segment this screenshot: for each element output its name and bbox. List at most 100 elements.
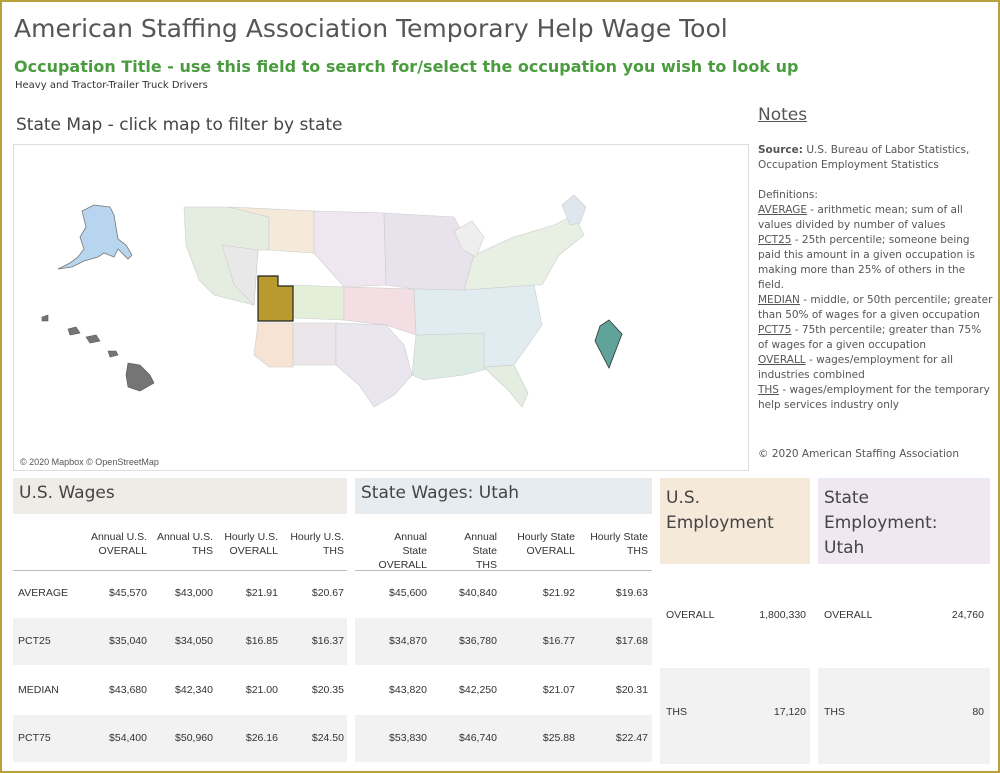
table-cell: $35,040	[109, 635, 147, 647]
state-map[interactable]: © 2020 Mapbox © OpenStreetMap	[13, 144, 749, 471]
table-row[interactable]: THS 17,120	[660, 668, 810, 764]
table-cell: $20.35	[311, 684, 344, 696]
us-states-plains[interactable]	[313, 210, 387, 288]
table-cell: $34,050	[175, 635, 213, 647]
table-cell: $16.77	[542, 635, 575, 647]
occupation-filter-value[interactable]: Heavy and Tractor-Trailer Truck Drivers	[15, 80, 208, 91]
us-wages-column-headers: Annual U.S. OVERALL Annual U.S. THS Hourly…	[13, 530, 347, 571]
definition-item: THS - wages/employment for the temporary…	[758, 383, 994, 413]
table-cell: $21.92	[542, 587, 575, 599]
table-cell: $16.85	[245, 635, 278, 647]
us-states-southeast[interactable]	[413, 284, 543, 368]
table-cell: $45,570	[109, 587, 147, 599]
definition-text: - 25th percentile; someone being paid th…	[758, 234, 975, 291]
definition-term: AVERAGE	[758, 204, 807, 216]
table-cell: $43,000	[175, 587, 213, 599]
state-utah[interactable]	[257, 275, 294, 322]
col-header: Hourly U.S. THS	[290, 531, 344, 557]
notes-panel: Notes Source: U.S. Bureau of Labor Stati…	[758, 105, 994, 413]
table-row[interactable]: OVERALL 24,760	[818, 571, 990, 667]
table-row[interactable]: OVERALL 1,800,330	[660, 571, 810, 667]
state-arizona[interactable]	[253, 322, 294, 368]
table-row[interactable]: PCT75 $54,400 $50,960 $26.16 $24.50	[13, 715, 347, 762]
table-cell: $42,340	[175, 684, 213, 696]
definition-term: PCT25	[758, 234, 792, 246]
notes-source: Source: U.S. Bureau of Labor Statistics,…	[758, 143, 994, 173]
state-maine[interactable]	[561, 194, 587, 226]
table-cell: $24.50	[311, 732, 344, 744]
table-cell: $17.68	[615, 635, 648, 647]
us-states-mountain[interactable]	[228, 206, 315, 254]
map-credit: © 2020 Mapbox © OpenStreetMap	[20, 457, 159, 467]
us-employment-title-line1: U.S.	[666, 488, 701, 508]
table-cell: $54,400	[109, 732, 147, 744]
definition-text: - 75th percentile; greater than 75% of w…	[758, 324, 982, 351]
table-cell: $34,870	[389, 635, 427, 647]
state-texas[interactable]	[335, 322, 413, 408]
table-cell: 24,760	[951, 609, 984, 621]
table-cell: 17,120	[773, 706, 806, 718]
state-hawaii[interactable]	[41, 314, 155, 392]
definition-item: AVERAGE - arithmetic mean; sum of all va…	[758, 203, 994, 233]
state-colorado[interactable]	[292, 284, 345, 321]
state-florida[interactable]	[483, 364, 529, 408]
table-cell: $21.00	[245, 684, 278, 696]
us-states-south[interactable]	[411, 332, 495, 381]
definition-term: PCT75	[758, 324, 792, 336]
us-states-midwest[interactable]	[383, 212, 475, 291]
state-alaska[interactable]	[57, 204, 133, 270]
col-header: Annual State THS	[464, 531, 497, 571]
table-row[interactable]: THS 80	[818, 668, 990, 764]
state-dc[interactable]	[594, 319, 623, 369]
table-cell: $26.16	[245, 732, 278, 744]
state-new-mexico[interactable]	[292, 322, 337, 366]
occupation-filter-label: Occupation Title - use this field to sea…	[14, 57, 799, 76]
page-title: American Staffing Association Temporary …	[14, 14, 728, 43]
table-cell: 80	[972, 706, 984, 718]
table-row[interactable]: PCT25 $35,040 $34,050 $16.85 $16.37	[13, 618, 347, 665]
table-cell: $20.31	[615, 684, 648, 696]
state-oklahoma-kansas[interactable]	[343, 286, 417, 336]
definition-term: MEDIAN	[758, 294, 800, 306]
state-michigan[interactable]	[453, 220, 485, 258]
definition-item: MEDIAN - middle, or 50th percentile; gre…	[758, 293, 994, 323]
row-label: PCT25	[18, 635, 51, 647]
map-title: State Map - click map to filter by state	[16, 115, 343, 135]
table-cell: $40,840	[459, 587, 497, 599]
us-wages-title: U.S. Wages	[19, 483, 115, 503]
table-cell: $43,820	[389, 684, 427, 696]
definition-term: OVERALL	[758, 354, 806, 366]
definition-item: PCT25 - 25th percentile; someone being p…	[758, 233, 994, 293]
us-employment-table: OVERALL 1,800,330 THS 17,120	[660, 571, 810, 766]
col-header: Hourly State OVERALL	[517, 531, 575, 557]
state-wages-title: State Wages: Utah	[361, 483, 520, 503]
table-row[interactable]: $53,830 $46,740 $25.88 $22.47	[355, 715, 652, 762]
state-nevada[interactable]	[221, 244, 259, 306]
us-states-northeast[interactable]	[463, 214, 585, 291]
table-row[interactable]: AVERAGE $45,570 $43,000 $21.91 $20.67	[13, 570, 347, 617]
table-cell: $43,680	[109, 684, 147, 696]
table-cell: $22.47	[615, 732, 648, 744]
table-row[interactable]: $45,600 $40,840 $21.92 $19.63	[355, 570, 652, 617]
table-cell: $45,600	[389, 587, 427, 599]
us-map-svg[interactable]	[14, 145, 748, 470]
table-cell: $50,960	[175, 732, 213, 744]
us-employment-title-line2: Employment	[666, 513, 774, 533]
state-wages-column-headers: Annual State OVERALL Annual State THS Hour…	[355, 530, 652, 571]
us-wages-table: Annual U.S. OVERALL Annual U.S. THS Hourly…	[13, 530, 347, 766]
row-label: MEDIAN	[18, 684, 59, 696]
table-cell: $21.07	[542, 684, 575, 696]
col-header: Annual U.S. OVERALL	[90, 531, 147, 557]
table-row[interactable]: $34,870 $36,780 $16.77 $17.68	[355, 618, 652, 665]
definition-text: - wages/employment for the temporary hel…	[758, 384, 990, 411]
notes-heading: Notes	[758, 105, 808, 125]
table-cell: $53,830	[389, 732, 427, 744]
notes-source-text: U.S. Bureau of Labor Statistics, Occupat…	[758, 144, 970, 171]
definition-text: - middle, or 50th percentile; greater th…	[758, 294, 993, 321]
table-row[interactable]: $43,820 $42,250 $21.07 $20.31	[355, 667, 652, 714]
row-label: PCT75	[18, 732, 51, 744]
table-row[interactable]: MEDIAN $43,680 $42,340 $21.00 $20.35	[13, 667, 347, 714]
table-cell: $46,740	[459, 732, 497, 744]
state-employment-title-line1: State Employment:	[824, 488, 938, 533]
